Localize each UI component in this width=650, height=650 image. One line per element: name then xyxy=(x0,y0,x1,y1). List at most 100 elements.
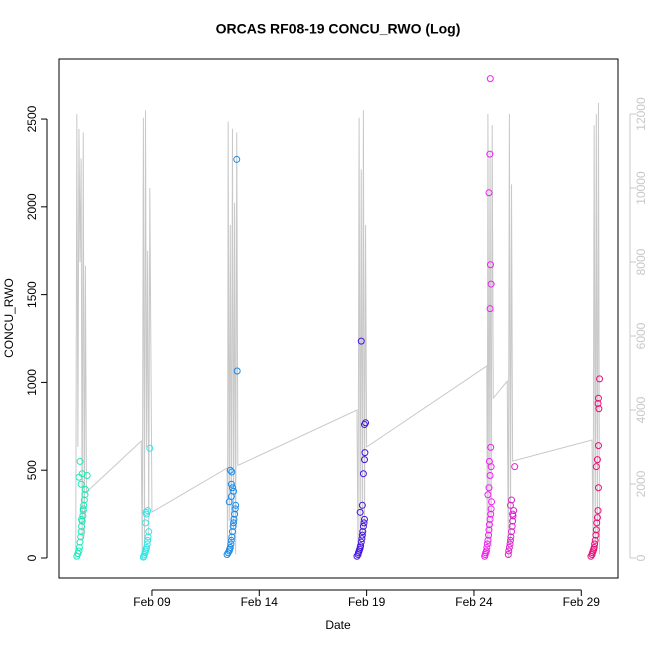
data-point xyxy=(509,517,517,525)
data-point xyxy=(232,501,240,509)
data-point xyxy=(507,533,515,541)
data-point xyxy=(483,543,491,551)
data-point xyxy=(357,542,365,550)
y-tick-label: 500 xyxy=(25,460,39,480)
data-point xyxy=(486,305,494,313)
data-point xyxy=(360,515,368,523)
data-point xyxy=(487,505,495,513)
data-point xyxy=(506,501,514,509)
data-point xyxy=(77,528,85,536)
x-tick-label: Feb 09 xyxy=(133,595,171,609)
data-point xyxy=(144,536,152,544)
data-point xyxy=(484,491,492,499)
data-point xyxy=(226,543,234,551)
data-point xyxy=(231,510,239,518)
data-point xyxy=(505,543,513,551)
y2-tick-label: 6000 xyxy=(634,322,648,349)
data-point xyxy=(485,521,493,529)
data-point xyxy=(359,470,367,478)
data-point xyxy=(508,522,516,530)
data-point xyxy=(358,535,366,543)
data-point xyxy=(143,540,151,548)
data-point xyxy=(362,419,370,427)
data-point xyxy=(228,484,236,492)
data-point xyxy=(508,496,516,504)
data-point xyxy=(594,484,602,492)
data-point xyxy=(505,547,513,555)
data-point xyxy=(485,484,493,492)
y2-tick-label: 10000 xyxy=(634,171,648,205)
y2-tick-label: 4000 xyxy=(634,396,648,423)
data-point xyxy=(593,514,601,522)
data-point xyxy=(486,75,494,83)
y-tick-label: 0 xyxy=(25,554,39,561)
data-point xyxy=(482,547,490,555)
data-point xyxy=(75,547,83,555)
data-point xyxy=(78,522,86,530)
data-point xyxy=(146,444,154,452)
data-point xyxy=(230,519,238,527)
data-point xyxy=(594,507,602,515)
data-point xyxy=(591,536,599,544)
data-point xyxy=(228,468,236,476)
y-tick-label: 2000 xyxy=(25,193,39,220)
data-point xyxy=(360,519,368,527)
chart-title: ORCAS RF08-19 CONCU_RWO (Log) xyxy=(216,21,461,37)
x-tick-label: Feb 24 xyxy=(455,595,493,609)
data-point xyxy=(592,531,600,539)
data-point xyxy=(227,536,235,544)
y2-tick-label: 0 xyxy=(634,554,648,561)
data-point xyxy=(77,480,85,488)
data-point xyxy=(592,463,600,471)
data-point xyxy=(80,501,88,509)
data-point xyxy=(144,533,152,541)
data-point xyxy=(81,486,89,494)
data-point xyxy=(227,540,235,548)
data-point xyxy=(504,550,512,558)
data-point xyxy=(228,528,236,536)
plot-box xyxy=(58,58,619,579)
y-tick-label: 1500 xyxy=(25,281,39,308)
data-point xyxy=(487,443,495,451)
data-point xyxy=(593,519,601,527)
data-point xyxy=(511,463,519,471)
data-point xyxy=(142,519,150,527)
y2-tick-label: 12000 xyxy=(634,97,648,131)
data-point xyxy=(83,471,91,479)
data-point xyxy=(358,531,366,539)
x-axis-label: Date xyxy=(325,618,351,632)
data-point xyxy=(361,449,369,457)
data-point xyxy=(356,508,364,516)
data-point xyxy=(487,280,495,288)
y2-tick-label: 8000 xyxy=(634,248,648,275)
data-point xyxy=(228,533,236,541)
data-point xyxy=(488,498,496,506)
data-point xyxy=(76,457,84,465)
data-point xyxy=(233,367,241,375)
data-point xyxy=(594,399,602,407)
data-point xyxy=(229,522,237,530)
y-tick-label: 1000 xyxy=(25,369,39,396)
data-point xyxy=(509,510,517,518)
data-point xyxy=(595,405,603,413)
data-point xyxy=(79,512,87,520)
data-point xyxy=(233,155,241,163)
data-point xyxy=(145,528,153,536)
data-point xyxy=(485,457,493,465)
data-point xyxy=(506,536,514,544)
data-point xyxy=(231,505,239,513)
data-point xyxy=(483,540,491,548)
data-point xyxy=(80,496,88,504)
data-point xyxy=(143,543,151,551)
data-point xyxy=(485,531,493,539)
data-point xyxy=(144,507,152,515)
data-point xyxy=(75,473,83,481)
data-point xyxy=(506,540,514,548)
data-point xyxy=(357,538,365,546)
data-point xyxy=(487,510,495,518)
data-point xyxy=(596,375,604,383)
data-point xyxy=(594,394,602,402)
x-tick-label: Feb 29 xyxy=(563,595,601,609)
data-point xyxy=(77,533,85,541)
